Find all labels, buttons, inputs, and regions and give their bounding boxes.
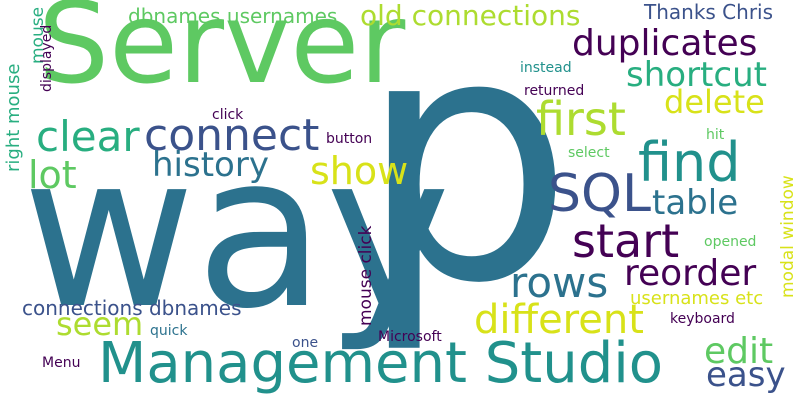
word-click: click [212, 107, 244, 123]
word-history: history [152, 145, 269, 185]
word-button: button [326, 131, 373, 147]
word-seem: seem [56, 305, 144, 343]
word-connect: connect [144, 110, 320, 161]
word-displayed: displayed [39, 24, 55, 92]
word-old-connections: old connections [360, 0, 581, 32]
word-easy: easy [706, 355, 786, 395]
word-first: first [536, 92, 626, 146]
word-different: different [474, 297, 644, 343]
word-one: one [292, 335, 319, 351]
word-server: Server [38, 0, 406, 109]
word-right-mouse: right mouse [3, 63, 24, 172]
word-shortcut: shortcut [626, 55, 767, 95]
word-show: show [310, 149, 409, 193]
word-mouse-click: mouse click [356, 225, 376, 326]
word-rows: rows [510, 258, 609, 307]
word-lot: lot [28, 153, 77, 197]
word-keyboard: keyboard [670, 311, 735, 327]
word-select: select [568, 145, 610, 161]
word-thanks-chris: Thanks Chris [644, 0, 774, 24]
word-edit: edit [704, 331, 774, 372]
word-reorder: reorder [624, 253, 757, 294]
word-usernames-etc: usernames etc [630, 288, 764, 309]
word-clear: clear [36, 112, 140, 161]
word-modal-window: modal window [778, 175, 798, 298]
word-dbnames-usernames: dbnames usernames [128, 4, 338, 28]
word-way: way [22, 108, 451, 355]
word-duplicates: duplicates [572, 23, 758, 64]
word-microsoft: Microsoft [378, 329, 442, 345]
word-start: start [572, 214, 680, 268]
word-instead: instead [520, 60, 572, 76]
word-sql: SQL [548, 164, 651, 224]
word-returned: returned [524, 83, 585, 99]
word-delete: delete [664, 83, 765, 121]
word-p: p [358, 0, 574, 358]
word-table: table [652, 183, 739, 223]
word-hit: hit [706, 127, 725, 143]
word-find: find [638, 131, 741, 194]
word-opened: opened [704, 234, 757, 250]
word-menu: Menu [42, 355, 81, 371]
word-quick: quick [150, 323, 188, 339]
word-management-studio: Management Studio [98, 331, 664, 396]
word-connections-dbnames: connections dbnames [22, 296, 242, 320]
